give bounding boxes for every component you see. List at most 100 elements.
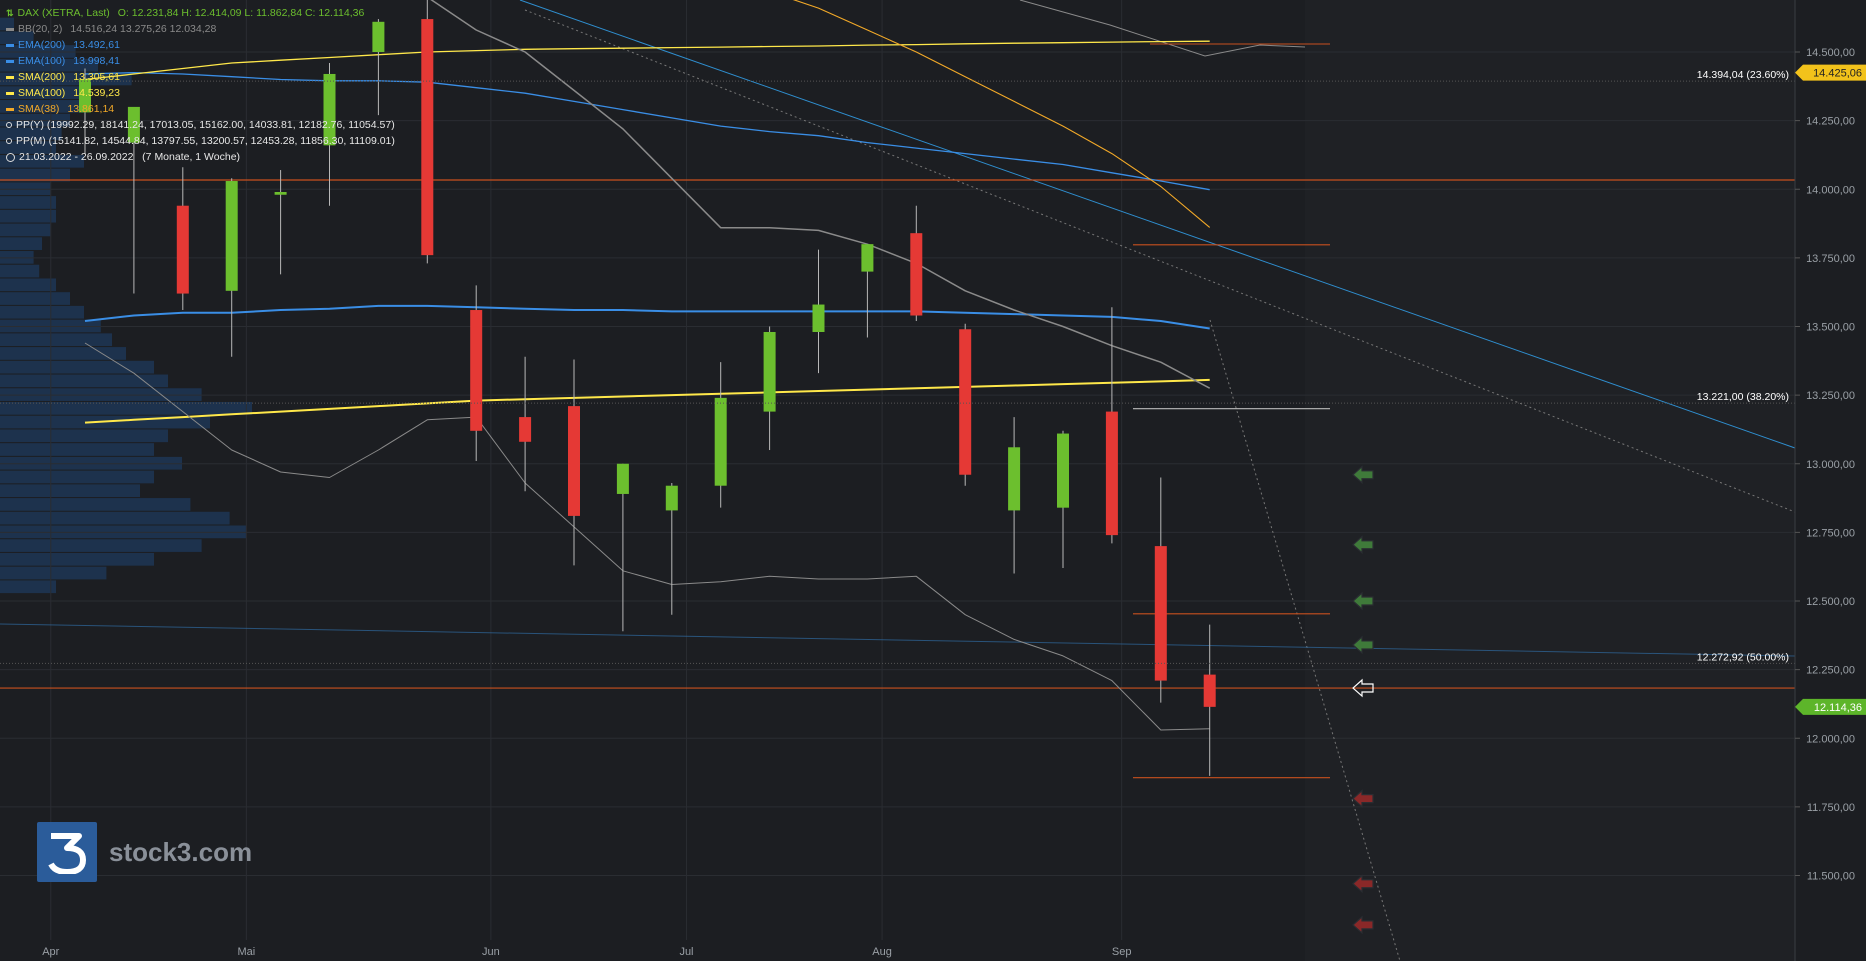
candle-down bbox=[910, 233, 923, 316]
sma200-swatch-icon bbox=[6, 75, 14, 79]
candle-up bbox=[861, 244, 874, 272]
period-text: 21.03.2022 - 26.09.2022 (7 Monate, 1 Woc… bbox=[19, 151, 241, 163]
signal-arrow-icon bbox=[1352, 678, 1374, 698]
volume-profile-bar bbox=[0, 552, 154, 566]
grid-lines bbox=[0, 0, 1795, 940]
legend-period: 21.03.2022 - 26.09.2022 (7 Monate, 1 Woc… bbox=[6, 149, 395, 165]
logo-text: stock3.com bbox=[109, 836, 253, 867]
legend-ema200[interactable]: EMA(200) 13.492,61 bbox=[6, 37, 395, 53]
volume-profile-bar bbox=[0, 278, 56, 292]
stock3-logo: stock3.com bbox=[37, 822, 252, 882]
volume-profile-bar bbox=[0, 196, 56, 209]
candle-up bbox=[372, 21, 385, 52]
candle-down bbox=[959, 329, 972, 475]
legend-pivot-monthly[interactable]: PP(M) (15141.82, 14544.84, 13797.55, 132… bbox=[6, 133, 395, 149]
signal-arrow-icon bbox=[1352, 591, 1374, 611]
candle-down bbox=[1105, 411, 1118, 536]
legend-values: 13.861,14 bbox=[67, 103, 115, 115]
volume-profile-bar bbox=[0, 237, 42, 250]
volume-profile-bar bbox=[0, 525, 247, 539]
x-tick-label: Mai bbox=[238, 946, 256, 958]
volume-profile-bar bbox=[0, 305, 84, 319]
legend-ema100[interactable]: EMA(100) 13.998,41 bbox=[6, 53, 395, 69]
price-axis: 14.500,00 14.250,00 14.000,00 13.750,00 13.5… bbox=[1794, 0, 1866, 961]
volume-profile-bar bbox=[0, 264, 40, 278]
pivot-circle-icon bbox=[6, 122, 12, 128]
price-badge bbox=[1795, 698, 1866, 715]
candle-up bbox=[323, 73, 336, 146]
trendline-gray bbox=[1019, 0, 1306, 57]
signal-arrow-icon bbox=[1352, 635, 1374, 655]
stock3-logo-icon bbox=[37, 822, 97, 882]
ema200-swatch-icon bbox=[6, 43, 14, 47]
x-tick-label: Jul bbox=[679, 946, 693, 958]
y-tick-label: 11.500,00 bbox=[1807, 871, 1855, 883]
signal-arrow-icon bbox=[1352, 535, 1374, 555]
candle-down bbox=[176, 205, 189, 294]
x-tick-label: Jun bbox=[482, 946, 500, 958]
volume-profile-bar bbox=[0, 31, 34, 45]
volume-profile-bar bbox=[0, 456, 182, 470]
candle-up bbox=[763, 331, 776, 412]
price-badge bbox=[1795, 64, 1866, 81]
clock-icon bbox=[6, 152, 15, 162]
candle-down bbox=[1203, 674, 1216, 707]
candle-up bbox=[665, 485, 678, 511]
volume-profile-bar bbox=[0, 347, 126, 360]
candle-up bbox=[714, 397, 727, 486]
pivot-circle-icon bbox=[6, 138, 12, 144]
x-tick-label: Sep bbox=[1112, 946, 1132, 958]
signal-arrow-icon bbox=[1352, 465, 1374, 485]
volume-profile-bar bbox=[0, 484, 140, 498]
volume-profile-bar bbox=[0, 86, 90, 100]
trendline-dotted bbox=[1209, 319, 1401, 961]
series-line bbox=[84, 71, 1210, 191]
y-tick-label: 14.500,00 bbox=[1806, 47, 1855, 59]
legend-bb[interactable]: BB(20, 2) 14.516,24 13.275,26 12.034,28 bbox=[6, 21, 395, 37]
time-axis: Apr Mai Jun Jul Aug Sep bbox=[42, 946, 1131, 958]
volume-profile-bar bbox=[0, 141, 56, 154]
volume-profile-bar bbox=[0, 209, 56, 223]
volume-profile-bar bbox=[0, 72, 132, 86]
candle-down bbox=[519, 417, 532, 442]
legend-label: SMA(100) bbox=[18, 87, 66, 99]
candle-up bbox=[812, 304, 825, 332]
legend-values: 14.539,23 bbox=[73, 87, 120, 99]
pivot-monthly-values: PP(M) (15141.82, 14544.84, 13797.55, 132… bbox=[16, 135, 395, 147]
volume-profile-bar bbox=[0, 154, 84, 168]
volume-profile-bar bbox=[0, 113, 70, 127]
legend-sma100[interactable]: SMA(100) 14.539,23 bbox=[6, 85, 395, 101]
candle-down bbox=[421, 19, 434, 256]
candle-down bbox=[1154, 546, 1167, 681]
x-tick-label: Apr bbox=[42, 946, 59, 958]
legend-sma200[interactable]: SMA(200) 13.305,61 bbox=[6, 69, 395, 85]
legend-pivot-yearly[interactable]: PP(Y) (19992.29, 18141.24, 17013.05, 151… bbox=[6, 117, 395, 133]
volume-profile-bar bbox=[0, 374, 168, 388]
legend-values: 13.492,61 bbox=[73, 39, 120, 51]
legend-label: BB(20, 2) bbox=[18, 23, 63, 35]
volume-profile-bar bbox=[0, 251, 34, 264]
legend-label: EMA(200) bbox=[18, 39, 66, 51]
volume-profile-bar bbox=[0, 580, 56, 594]
pivot-lines bbox=[0, 43, 1795, 779]
legend-values: 13.998,41 bbox=[73, 55, 120, 67]
candle-down bbox=[470, 310, 483, 431]
projection-area bbox=[1305, 0, 1795, 961]
signal-arrows bbox=[1352, 465, 1374, 935]
y-tick-label: 12.750,00 bbox=[1806, 527, 1855, 539]
legend-sma38[interactable]: SMA(38) 13.861,14 bbox=[6, 101, 395, 117]
volume-profile-bar bbox=[0, 292, 70, 305]
signal-arrow-icon bbox=[1352, 874, 1374, 894]
fib-level-label: 13.221,00 (38.20%) bbox=[1697, 391, 1789, 403]
volume-profile-bar bbox=[0, 182, 51, 196]
volume-profile-bar bbox=[0, 388, 202, 401]
legend-label: SMA(200) bbox=[18, 71, 66, 83]
signal-arrow-icon bbox=[1352, 915, 1374, 935]
series-line bbox=[430, 0, 1211, 389]
legend-label: SMA(38) bbox=[18, 103, 60, 115]
trendline-blue-lower bbox=[0, 623, 1796, 657]
volume-profile-bar bbox=[0, 223, 51, 237]
series-line bbox=[84, 378, 1210, 424]
bb-swatch-icon bbox=[6, 27, 14, 31]
